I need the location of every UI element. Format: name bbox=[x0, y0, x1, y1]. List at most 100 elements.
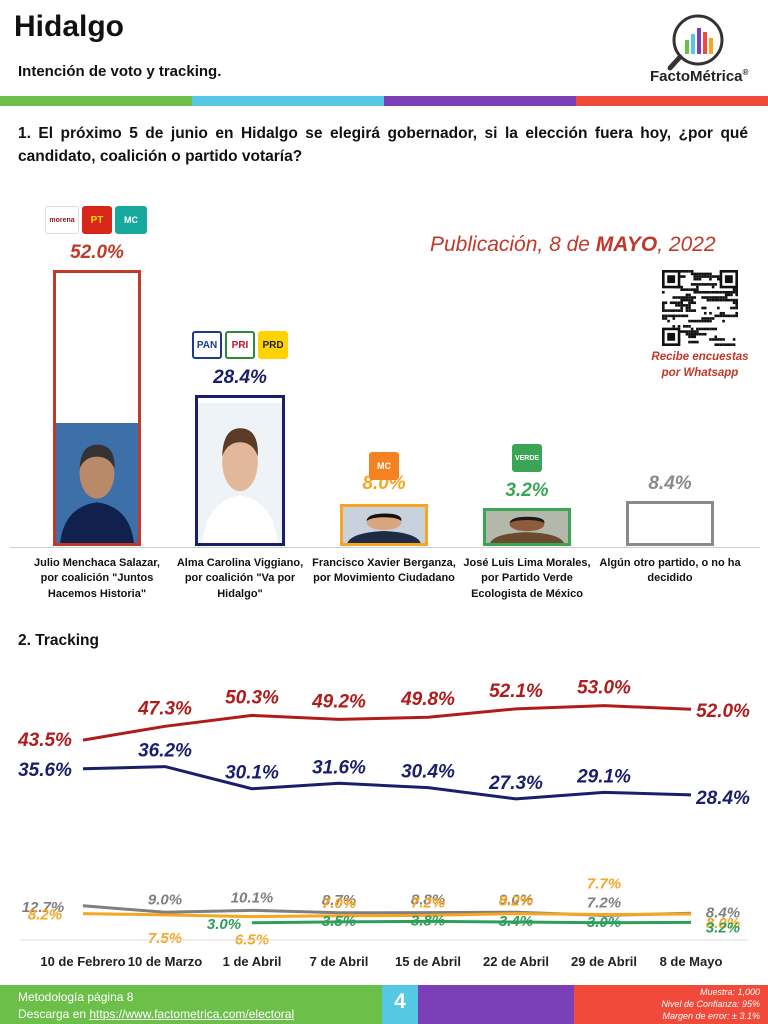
confidence-note: Nivel de Confianza: 95% bbox=[661, 999, 760, 1009]
point-label: 3.4% bbox=[499, 913, 533, 930]
x-tick-label: 10 de Febrero bbox=[40, 954, 125, 969]
whatsapp-caption: Recibe encuestas por Whatsapp bbox=[651, 351, 749, 379]
point-label: 8.4% bbox=[706, 904, 740, 921]
candidate-photo bbox=[486, 511, 568, 543]
bar bbox=[53, 270, 141, 546]
color-segment bbox=[192, 96, 384, 106]
party-logo-icon: VERDE bbox=[512, 444, 542, 472]
top-color-bar bbox=[0, 96, 768, 106]
bar bbox=[340, 503, 428, 546]
publication-date: Publicación, 8 de MAYO, 2022 bbox=[430, 233, 716, 256]
point-label: 30.4% bbox=[401, 762, 455, 783]
series-line bbox=[82, 704, 692, 742]
point-label: 52.1% bbox=[489, 681, 543, 702]
series-line bbox=[251, 919, 692, 925]
party-logo-icon: MC bbox=[115, 206, 147, 235]
whatsapp-qr-code-icon[interactable] bbox=[662, 270, 738, 346]
question-text: 1. El próximo 5 de junio en Hidalgo se e… bbox=[18, 125, 748, 166]
point-label: 35.6% bbox=[18, 760, 72, 781]
point-label: 53.0% bbox=[577, 678, 631, 699]
download-link[interactable]: https://www.factometrica.com/electoral bbox=[89, 1007, 295, 1021]
candidate-label: José Luis Lima Morales, por Partido Verd… bbox=[463, 557, 591, 600]
bar-value-label: 28.4% bbox=[213, 367, 267, 389]
brand-name: FactoMétrica® bbox=[650, 68, 749, 85]
bar bbox=[483, 508, 571, 546]
point-label: 43.5% bbox=[17, 730, 72, 751]
bar-value-label: 52.0% bbox=[70, 242, 124, 264]
x-tick-label: 10 de Marzo bbox=[128, 954, 202, 969]
series-line bbox=[82, 765, 692, 801]
methodology-note: Metodología página 8 bbox=[18, 990, 134, 1004]
sample-note: Muestra: 1,000 bbox=[699, 987, 760, 997]
party-logo-icon: morena bbox=[45, 206, 79, 235]
point-label: 9.0% bbox=[148, 891, 182, 908]
point-label: 7.5% bbox=[148, 930, 182, 947]
point-label: 10.1% bbox=[231, 889, 274, 906]
candidate-label: Francisco Xavier Berganza, por Movimient… bbox=[312, 557, 456, 585]
tracking-title: 2. Tracking bbox=[18, 632, 99, 649]
color-segment bbox=[382, 985, 418, 1024]
point-label: 8.7% bbox=[322, 892, 356, 909]
point-label: 3.0% bbox=[587, 914, 621, 931]
point-label: 3.5% bbox=[322, 913, 356, 930]
party-logo-icon: PT bbox=[82, 206, 112, 235]
x-tick-label: 7 de Abril bbox=[310, 954, 369, 969]
point-label: 50.3% bbox=[225, 687, 279, 708]
x-tick-label: 15 de Abril bbox=[395, 954, 461, 969]
bar bbox=[195, 395, 285, 546]
x-tick-label: 1 de Abril bbox=[223, 954, 282, 969]
footer-color-bar: Muestra: 1,000 Nivel de Confianza: 95% M… bbox=[0, 985, 768, 1024]
point-label: 3.2% bbox=[706, 919, 740, 936]
point-label: 47.3% bbox=[137, 698, 192, 719]
candidate-photo bbox=[343, 506, 425, 543]
margin-note: Margen de error: ± 3.1% bbox=[662, 1011, 760, 1021]
point-label: 9.0% bbox=[499, 891, 533, 908]
point-label: 28.4% bbox=[695, 788, 750, 809]
bar bbox=[626, 501, 714, 546]
page-number: 4 bbox=[394, 990, 406, 1013]
color-segment bbox=[0, 96, 192, 106]
bar-value-label: 3.2% bbox=[505, 480, 549, 501]
point-label: 8.2% bbox=[28, 907, 62, 924]
point-label: 7.7% bbox=[587, 876, 621, 893]
point-label: 29.1% bbox=[576, 766, 631, 787]
point-label: 12.7% bbox=[22, 899, 65, 916]
bar-value-label: 8.4% bbox=[648, 473, 692, 495]
point-label: 52.0% bbox=[696, 701, 750, 722]
point-label: 7.2% bbox=[411, 894, 445, 911]
color-segment bbox=[418, 985, 574, 1024]
point-label: 30.1% bbox=[225, 763, 279, 784]
party-logo-icon: MC bbox=[369, 451, 399, 480]
point-label: 7.2% bbox=[587, 894, 621, 911]
point-label: 8.8% bbox=[411, 892, 445, 909]
color-segment bbox=[384, 96, 576, 106]
series-line bbox=[82, 912, 692, 919]
point-label: 8.0% bbox=[706, 915, 740, 932]
point-label: 8.2% bbox=[499, 893, 533, 910]
color-segment: Muestra: 1,000 Nivel de Confianza: 95% M… bbox=[574, 985, 768, 1024]
factometrica-logo-icon bbox=[667, 14, 724, 71]
color-segment bbox=[576, 96, 768, 106]
point-label: 27.3% bbox=[488, 773, 543, 794]
x-tick-label: 29 de Abril bbox=[571, 954, 637, 969]
party-logo-icon: PAN bbox=[192, 331, 222, 360]
candidate-photo bbox=[198, 402, 282, 543]
candidate-label: Algún otro partido, o no ha decidido bbox=[599, 557, 741, 585]
candidate-label: Julio Menchaca Salazar, por coalición "J… bbox=[34, 557, 160, 600]
color-segment bbox=[0, 985, 382, 1024]
party-logo-icon: PRI bbox=[225, 331, 255, 360]
point-label: 3.0% bbox=[207, 916, 241, 933]
tracking-line-chart: 43.5% 47.3% 50.3% 49.2% 49.8% 52.1% 53.0% 52.0%… bbox=[17, 678, 750, 969]
point-label: 36.2% bbox=[138, 741, 192, 762]
point-label: 49.2% bbox=[311, 691, 366, 712]
point-label: 49.8% bbox=[400, 689, 455, 710]
candidate-photo bbox=[56, 422, 138, 543]
page-subtitle: Intención de voto y tracking. bbox=[18, 63, 222, 80]
point-label: 3.8% bbox=[411, 912, 445, 929]
point-label: 7.0% bbox=[322, 895, 356, 912]
page-title: Hidalgo bbox=[14, 10, 124, 43]
x-tick-label: 22 de Abril bbox=[483, 954, 549, 969]
party-logo-icon: PRD bbox=[258, 331, 288, 360]
candidate-label: Alma Carolina Viggiano, por coalición "V… bbox=[176, 557, 304, 600]
bar-chart-baseline bbox=[10, 547, 760, 548]
